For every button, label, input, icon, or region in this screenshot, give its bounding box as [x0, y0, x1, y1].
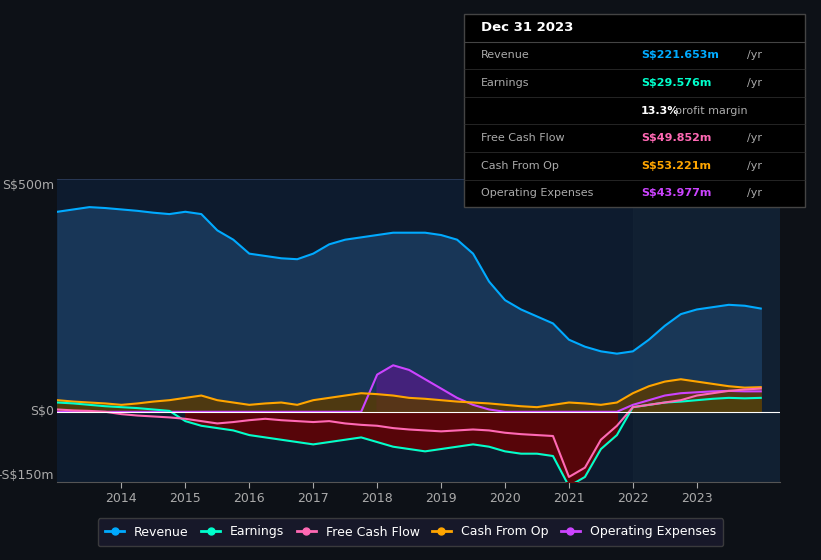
Text: S$29.576m: S$29.576m: [641, 78, 712, 88]
Text: /yr: /yr: [746, 161, 762, 171]
Text: Dec 31 2023: Dec 31 2023: [481, 21, 573, 34]
Text: Operating Expenses: Operating Expenses: [481, 188, 594, 198]
Legend: Revenue, Earnings, Free Cash Flow, Cash From Op, Operating Expenses: Revenue, Earnings, Free Cash Flow, Cash …: [98, 518, 723, 546]
Text: /yr: /yr: [746, 188, 762, 198]
Text: S$49.852m: S$49.852m: [641, 133, 712, 143]
Text: 13.3%: 13.3%: [641, 106, 680, 115]
Text: /yr: /yr: [746, 133, 762, 143]
Text: Revenue: Revenue: [481, 50, 530, 60]
Text: S$221.653m: S$221.653m: [641, 50, 719, 60]
Text: Cash From Op: Cash From Op: [481, 161, 559, 171]
Text: -S$150m: -S$150m: [0, 469, 54, 482]
Text: S$43.977m: S$43.977m: [641, 188, 712, 198]
Text: S$500m: S$500m: [2, 179, 54, 192]
Text: /yr: /yr: [746, 78, 762, 88]
Text: Earnings: Earnings: [481, 78, 530, 88]
FancyBboxPatch shape: [464, 14, 805, 207]
Text: Free Cash Flow: Free Cash Flow: [481, 133, 565, 143]
Bar: [633, 179, 780, 482]
Text: S$53.221m: S$53.221m: [641, 161, 711, 171]
Text: /yr: /yr: [746, 50, 762, 60]
Text: profit margin: profit margin: [675, 106, 748, 115]
Text: S$0: S$0: [30, 405, 54, 418]
